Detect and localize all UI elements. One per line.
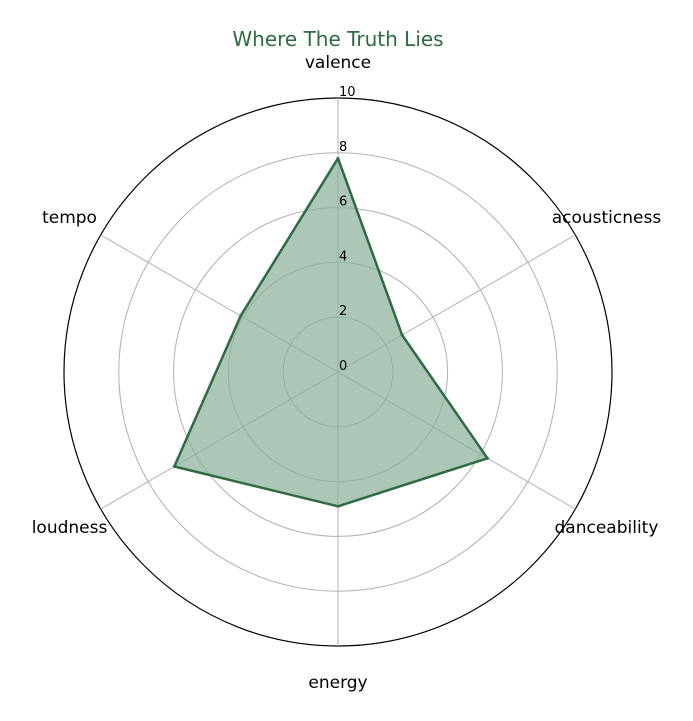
data-point-acousticness [400, 333, 404, 337]
data-point-energy [336, 504, 340, 508]
axis-label-loudness: loudness [32, 518, 108, 538]
data-point-danceability [486, 456, 489, 460]
tick-label-4: 4 [339, 249, 347, 264]
series-layer [172, 156, 489, 508]
data-point-tempo [239, 314, 243, 318]
chart-title: Where The Truth Lies [232, 27, 443, 51]
data-point-valence [336, 156, 340, 160]
tick-label-0: 0 [339, 359, 347, 374]
tick-label-2: 2 [339, 304, 347, 319]
series-area [174, 158, 488, 507]
axis-labels: valence acousticness danceability energy lou… [32, 53, 662, 693]
axis-label-tempo: tempo [42, 208, 97, 228]
axis-label-acousticness: acousticness [552, 208, 662, 228]
axis-label-danceability: danceability [555, 518, 659, 538]
axis-label-energy: energy [308, 673, 367, 693]
radial-tick-labels: 0 2 4 6 8 10 [339, 85, 356, 374]
data-point-loudness [172, 465, 176, 468]
tick-label-8: 8 [339, 140, 347, 155]
axis-label-valence: valence [305, 53, 371, 73]
tick-label-6: 6 [339, 195, 347, 210]
tick-label-10: 10 [339, 85, 356, 100]
